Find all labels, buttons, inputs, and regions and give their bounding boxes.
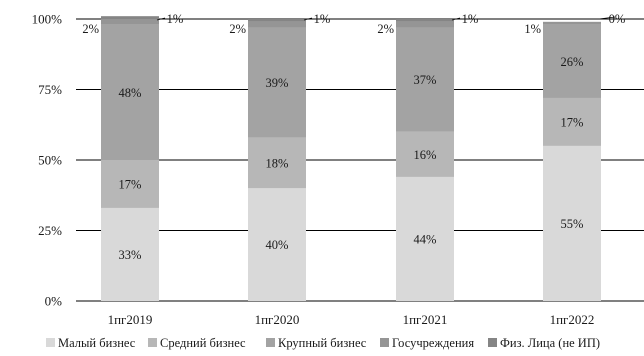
data-labels: 33% 17% 48% 40% 18% 39% 44% 16% 37% 55% 17% 26% 2% 1%… (82, 12, 625, 262)
data-label: 17% (119, 177, 142, 191)
leader-line (156, 17, 166, 21)
data-label: 17% (561, 115, 584, 129)
bar-segment (543, 145, 601, 301)
leader-line (451, 17, 461, 21)
data-label: 40% (266, 238, 289, 252)
bar-segment (396, 131, 454, 177)
bar-segment (248, 188, 306, 301)
bar-segment (543, 24, 601, 98)
legend-item: Средний бизнес (148, 336, 246, 350)
data-label: 33% (119, 248, 142, 262)
bar-segment (396, 27, 454, 132)
legend: Малый бизнес Средний бизнес Крупный бизнес… (46, 336, 600, 350)
legend-label: Крупный бизнес (278, 336, 367, 350)
x-tick-label: 1пг2020 (255, 312, 300, 327)
data-label: 48% (119, 86, 142, 100)
bar-segment (543, 21, 601, 25)
bar-segment (396, 19, 454, 22)
leader-line (303, 17, 313, 21)
legend-swatch (380, 338, 389, 347)
data-label: 1% (462, 12, 479, 26)
bar-segment (101, 19, 159, 25)
legend-label: Физ. Лица (не ИП) (500, 336, 600, 350)
bar-segment (101, 160, 159, 208)
y-tick-label: 25% (38, 223, 62, 238)
data-label: 1% (167, 12, 184, 26)
legend-item: Госучреждения (380, 336, 474, 350)
legend-swatch (148, 338, 157, 347)
legend-item: Малый бизнес (46, 336, 136, 350)
x-tick-label: 1пг2019 (108, 312, 153, 327)
bar-segment (396, 21, 454, 28)
data-label: 16% (414, 148, 437, 162)
data-label: 2% (229, 22, 246, 36)
data-label: 2% (377, 22, 394, 36)
legend-label: Средний бизнес (160, 336, 246, 350)
bars (101, 16, 601, 301)
bar-segment (101, 16, 159, 19)
bar-segment (248, 19, 306, 22)
data-label: 44% (414, 232, 437, 246)
data-label: 2% (82, 22, 99, 36)
data-label: 0% (609, 12, 626, 26)
legend-item: Физ. Лица (не ИП) (488, 336, 600, 350)
axis: 0% 25% 50% 75% 100% 1пг2019 1пг2020 1пг2021 1пг2… (32, 12, 595, 328)
bar-segment (396, 176, 454, 301)
legend-swatch (488, 338, 497, 347)
data-label: 39% (266, 76, 289, 90)
y-tick-label: 50% (38, 153, 62, 168)
data-label: 1% (524, 22, 541, 36)
data-label: 26% (561, 55, 584, 69)
y-tick-label: 100% (32, 12, 63, 27)
x-tick-label: 1пг2022 (550, 312, 595, 327)
y-tick-label: 0% (45, 294, 63, 309)
legend-swatch (46, 338, 55, 347)
bar-segment (248, 21, 306, 28)
legend-item: Крупный бизнес (266, 336, 367, 350)
legend-label: Госучреждения (392, 336, 474, 350)
bar-segment (543, 97, 601, 146)
bar-segment (248, 137, 306, 189)
data-label: 18% (266, 156, 289, 170)
legend-swatch (266, 338, 275, 347)
x-tick-label: 1пг2021 (403, 312, 448, 327)
y-tick-label: 75% (38, 82, 62, 97)
bar-segment (248, 27, 306, 138)
bar-segment (101, 207, 159, 301)
data-label: 37% (414, 73, 437, 87)
data-label: 55% (561, 217, 584, 231)
bar-segment (101, 24, 159, 160)
legend-label: Малый бизнес (58, 336, 136, 350)
data-label: 1% (314, 12, 331, 26)
leader-line (598, 16, 616, 20)
